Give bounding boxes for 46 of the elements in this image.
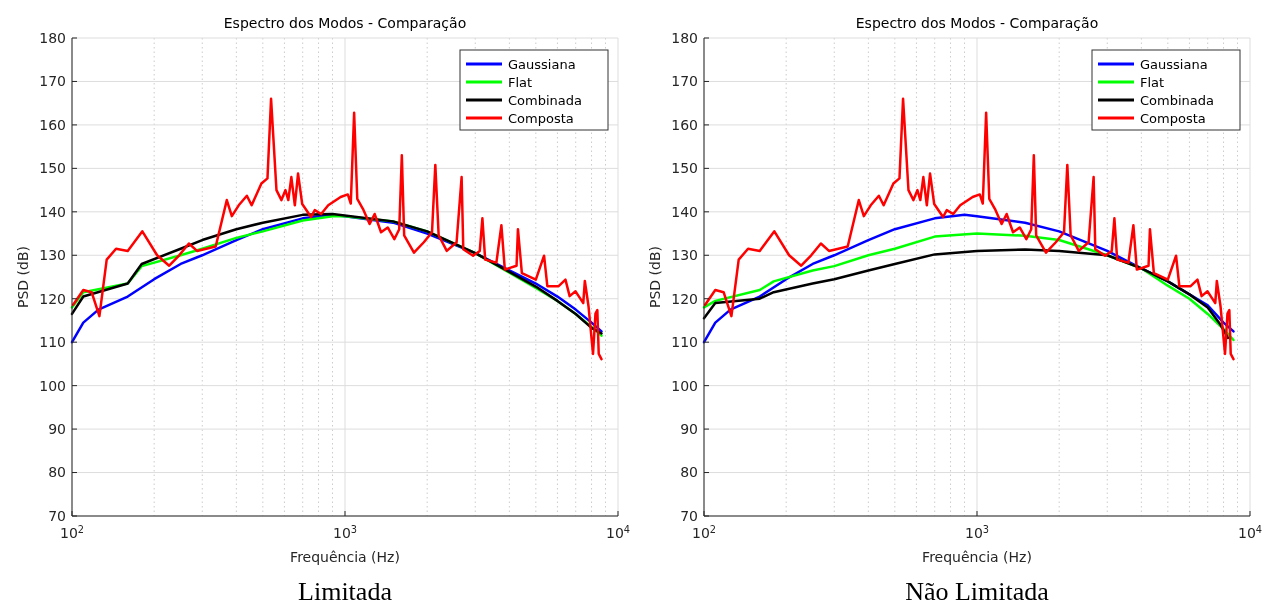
- y-tick-label: 130: [39, 247, 66, 264]
- y-tick-label: 80: [680, 464, 698, 481]
- legend-label: Flat: [1140, 74, 1165, 90]
- y-tick-label: 120: [671, 290, 698, 307]
- y-axis-title: PSD (dB): [647, 246, 663, 308]
- chart-title: Espectro dos Modos - Comparação: [855, 15, 1099, 31]
- legend-label: Gaussiana: [1140, 56, 1208, 72]
- chart-title: Espectro dos Modos - Comparação: [223, 15, 467, 31]
- y-tick-label: 180: [671, 29, 698, 46]
- legend-label: Combinada: [508, 92, 582, 108]
- y-tick-label: 160: [39, 116, 66, 133]
- x-tick-label: 10$^{3}$: [332, 523, 358, 541]
- legend-label: Composta: [508, 110, 574, 126]
- y-tick-label: 140: [671, 203, 698, 220]
- x-tick-label: 10$^{2}$: [59, 523, 85, 541]
- legend-label: Flat: [508, 74, 533, 90]
- y-tick-label: 130: [671, 247, 698, 264]
- x-axis-title: Frequência (Hz): [290, 549, 400, 565]
- y-tick-label: 80: [48, 464, 66, 481]
- x-tick-label: 10$^{2}$: [691, 523, 717, 541]
- y-tick-label: 70: [680, 507, 698, 524]
- y-tick-label: 150: [39, 160, 66, 177]
- y-tick-label: 100: [39, 377, 66, 394]
- y-tick-label: 90: [48, 420, 66, 437]
- y-tick-label: 180: [39, 29, 66, 46]
- y-tick-label: 110: [39, 334, 66, 351]
- legend-label: Gaussiana: [508, 56, 576, 72]
- text: Limitada: [298, 577, 393, 606]
- y-tick-label: 140: [39, 203, 66, 220]
- y-tick-label: 120: [39, 290, 66, 307]
- legend-label: Composta: [1140, 110, 1206, 126]
- x-axis-title: Frequência (Hz): [922, 549, 1032, 565]
- x-tick-label: 10$^{4}$: [1237, 523, 1263, 541]
- x-tick-label: 10$^{3}$: [964, 523, 990, 541]
- y-tick-label: 170: [671, 73, 698, 90]
- y-tick-label: 170: [39, 73, 66, 90]
- y-tick-label: 110: [671, 334, 698, 351]
- y-tick-label: 160: [671, 116, 698, 133]
- y-tick-label: 70: [48, 507, 66, 524]
- text: Não Limitada: [905, 577, 1050, 606]
- x-tick-label: 10$^{4}$: [605, 523, 631, 541]
- y-axis-title: PSD (dB): [15, 246, 31, 308]
- y-tick-label: 90: [680, 420, 698, 437]
- y-tick-label: 150: [671, 160, 698, 177]
- y-tick-label: 100: [671, 377, 698, 394]
- legend-label: Combinada: [1140, 92, 1214, 108]
